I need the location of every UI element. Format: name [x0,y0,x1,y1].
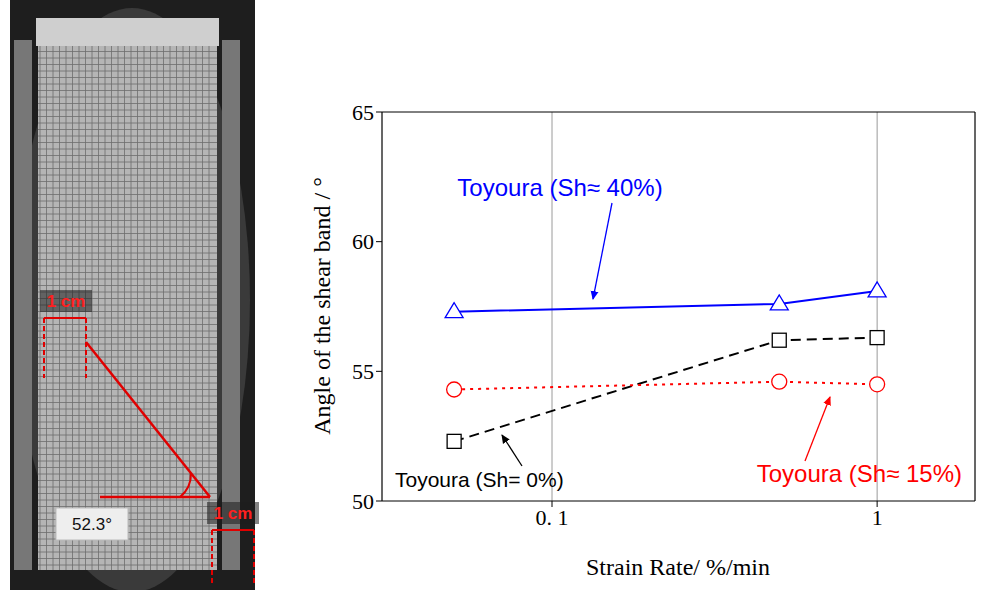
svg-text:Toyoura (Sh≈ 15%): Toyoura (Sh≈ 15%) [757,460,962,487]
svg-text:65: 65 [352,100,374,125]
svg-text:Strain Rate/ %/min: Strain Rate/ %/min [586,554,770,580]
svg-text:Angle of the shear band / °: Angle of the shear band / ° [309,177,335,435]
svg-text:Toyoura (Sh≈ 40%): Toyoura (Sh≈ 40%) [457,174,662,201]
svg-text:55: 55 [352,359,374,384]
svg-text:60: 60 [352,229,374,254]
svg-text:0. 1: 0. 1 [536,505,569,530]
svg-text:1 cm: 1 cm [214,504,253,523]
svg-text:Toyoura (Sh= 0%): Toyoura (Sh= 0%) [395,468,564,491]
svg-text:1 cm: 1 cm [47,292,86,311]
svg-text:50: 50 [352,489,374,514]
svg-text:52.3°: 52.3° [72,515,112,534]
svg-text:1: 1 [872,505,883,530]
